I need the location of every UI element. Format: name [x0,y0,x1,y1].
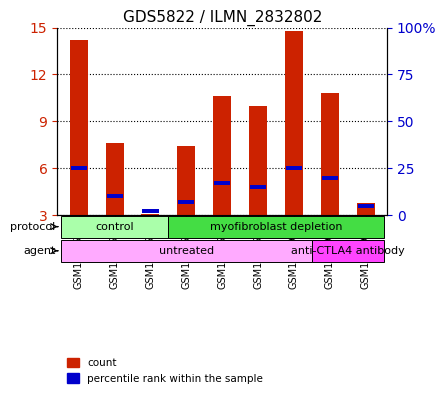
Bar [286,166,302,170]
Legend: count, percentile rank within the sample: count, percentile rank within the sample [62,354,268,388]
Bar [358,204,374,208]
Text: untreated: untreated [159,246,214,256]
Bar [322,176,338,180]
Text: control: control [95,222,134,231]
Bar [214,181,230,185]
Text: anti-CTLA4 antibody: anti-CTLA4 antibody [291,246,405,256]
FancyBboxPatch shape [169,216,384,238]
FancyBboxPatch shape [61,216,169,238]
Bar [357,202,374,215]
Text: myofibroblast depletion: myofibroblast depletion [210,222,342,231]
Bar [70,40,88,215]
Bar [143,209,158,213]
Text: protocol: protocol [10,222,55,231]
Bar [71,166,87,170]
Bar [321,93,339,215]
FancyBboxPatch shape [61,241,312,262]
Bar [177,146,195,215]
Bar [106,143,124,215]
FancyBboxPatch shape [312,241,384,262]
Bar [285,31,303,215]
Text: agent: agent [23,246,55,256]
Bar [106,195,123,198]
Bar [250,185,266,189]
Bar [249,106,267,215]
Bar [178,200,194,204]
Bar [142,213,159,215]
Bar [213,96,231,215]
Title: GDS5822 / ILMN_2832802: GDS5822 / ILMN_2832802 [122,10,322,26]
